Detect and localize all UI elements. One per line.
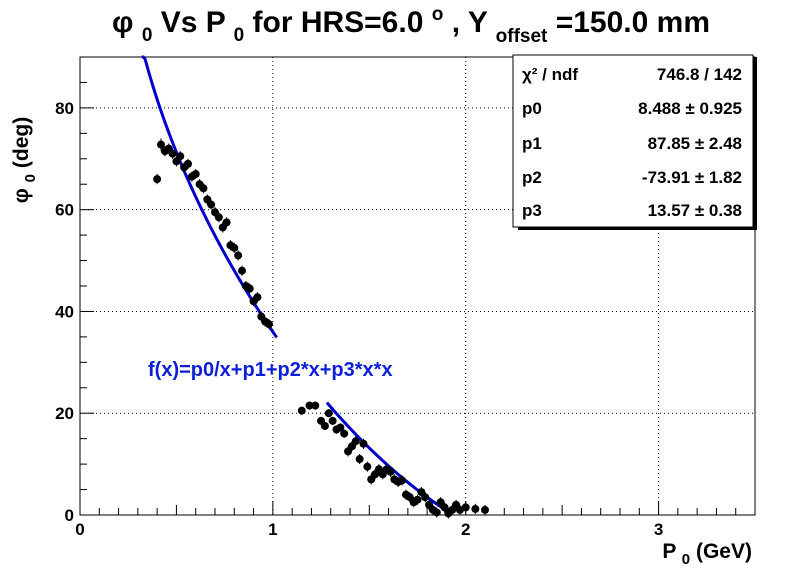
data-point (440, 503, 449, 512)
stats-value-2: 87.85 ± 2.48 (648, 134, 742, 153)
data-point (184, 159, 192, 168)
data-point (176, 152, 185, 161)
data-point (207, 200, 216, 209)
fit-formula-label: f(x)=p0/x+p1+p2*x+p3*x*x (148, 359, 393, 381)
chart-title: φ 0 Vs P 0 for HRS=6.0 o , Y offset =150… (112, 0, 710, 49)
title-offset-sub: offset (496, 26, 548, 47)
data-point (320, 421, 329, 430)
stats-label-2: p1 (522, 134, 542, 153)
tick-labels: 0 1 2 3 0 20 40 60 80 (55, 99, 663, 539)
ylabel-rest: (deg) (10, 117, 33, 168)
data-point (324, 409, 333, 418)
data-point (157, 140, 165, 149)
data-point (421, 493, 430, 502)
data-point (311, 401, 320, 410)
y-axis-label: φ 0 (deg) (10, 117, 40, 203)
data-point (245, 284, 254, 293)
data-point (461, 503, 470, 512)
data-point (340, 429, 349, 438)
data-point (230, 243, 239, 252)
stats-value-3: -73.91 ± 1.82 (642, 168, 742, 187)
data-point (234, 251, 243, 260)
data-points (153, 138, 489, 519)
title-end: =150.0 mm (556, 6, 710, 39)
data-point (336, 423, 345, 432)
data-point (199, 184, 208, 193)
y-tick-label: 40 (55, 302, 74, 321)
data-point (386, 467, 395, 476)
y-tick-label: 20 (55, 404, 74, 423)
title-p-sub: 0 (234, 25, 245, 46)
xlabel-sub: 0 (682, 551, 690, 568)
y-tick-label: 0 (65, 506, 74, 525)
xlabel-rest: (GeV) (696, 540, 752, 563)
data-point (265, 320, 273, 329)
data-point (481, 505, 489, 514)
axis-ticks (79, 56, 756, 516)
data-point (351, 437, 360, 446)
title-deg-sup: o (432, 4, 444, 25)
data-point (253, 293, 262, 302)
y-tick-label: 60 (55, 201, 74, 220)
data-point (153, 175, 162, 184)
ylabel-sub: 0 (22, 174, 39, 182)
grid (80, 57, 755, 515)
data-point (328, 416, 337, 425)
stats-label-4: p3 (522, 201, 542, 220)
stats-label-0: χ² / ndf (522, 65, 578, 84)
stats-value-4: 13.57 ± 0.38 (648, 201, 742, 220)
data-point (238, 266, 246, 275)
title-middle: for HRS=6.0 (253, 6, 424, 39)
data-point (398, 476, 407, 485)
xlabel-main: P (662, 540, 676, 563)
data-point (222, 218, 231, 227)
stats-label-3: p2 (522, 168, 542, 187)
fit-curve-1 (325, 401, 450, 514)
data-point (359, 439, 368, 448)
data-point (432, 508, 441, 517)
data-point (471, 504, 480, 513)
title-vs: Vs P (161, 6, 226, 39)
title-phi: φ (112, 6, 133, 39)
title-comma-y: , Y (452, 6, 488, 39)
stats-value-0: 746.8 / 142 (657, 65, 742, 84)
fit-curves (141, 55, 450, 514)
x-tick-label: 2 (461, 520, 470, 539)
x-tick-label: 0 (75, 520, 84, 539)
data-point (305, 401, 314, 410)
data-point (297, 406, 306, 415)
x-axis-label: P 0 (GeV) (662, 540, 752, 569)
ylabel-main: φ (10, 188, 33, 203)
title-phi-sub: 0 (142, 25, 153, 46)
data-point (355, 455, 364, 464)
data-point (413, 495, 422, 504)
stats-label-1: p0 (522, 99, 542, 118)
data-point (363, 462, 372, 471)
data-point (191, 170, 200, 179)
stats-value-1: 8.488 ± 0.925 (638, 99, 742, 118)
data-point (168, 149, 177, 158)
data-point (214, 213, 223, 222)
y-tick-label: 80 (55, 99, 74, 118)
stats-box: χ² / ndf 746.8 / 142 p0 8.488 ± 0.925 p1… (512, 54, 757, 230)
x-tick-label: 1 (268, 520, 277, 539)
x-tick-label: 3 (654, 520, 663, 539)
